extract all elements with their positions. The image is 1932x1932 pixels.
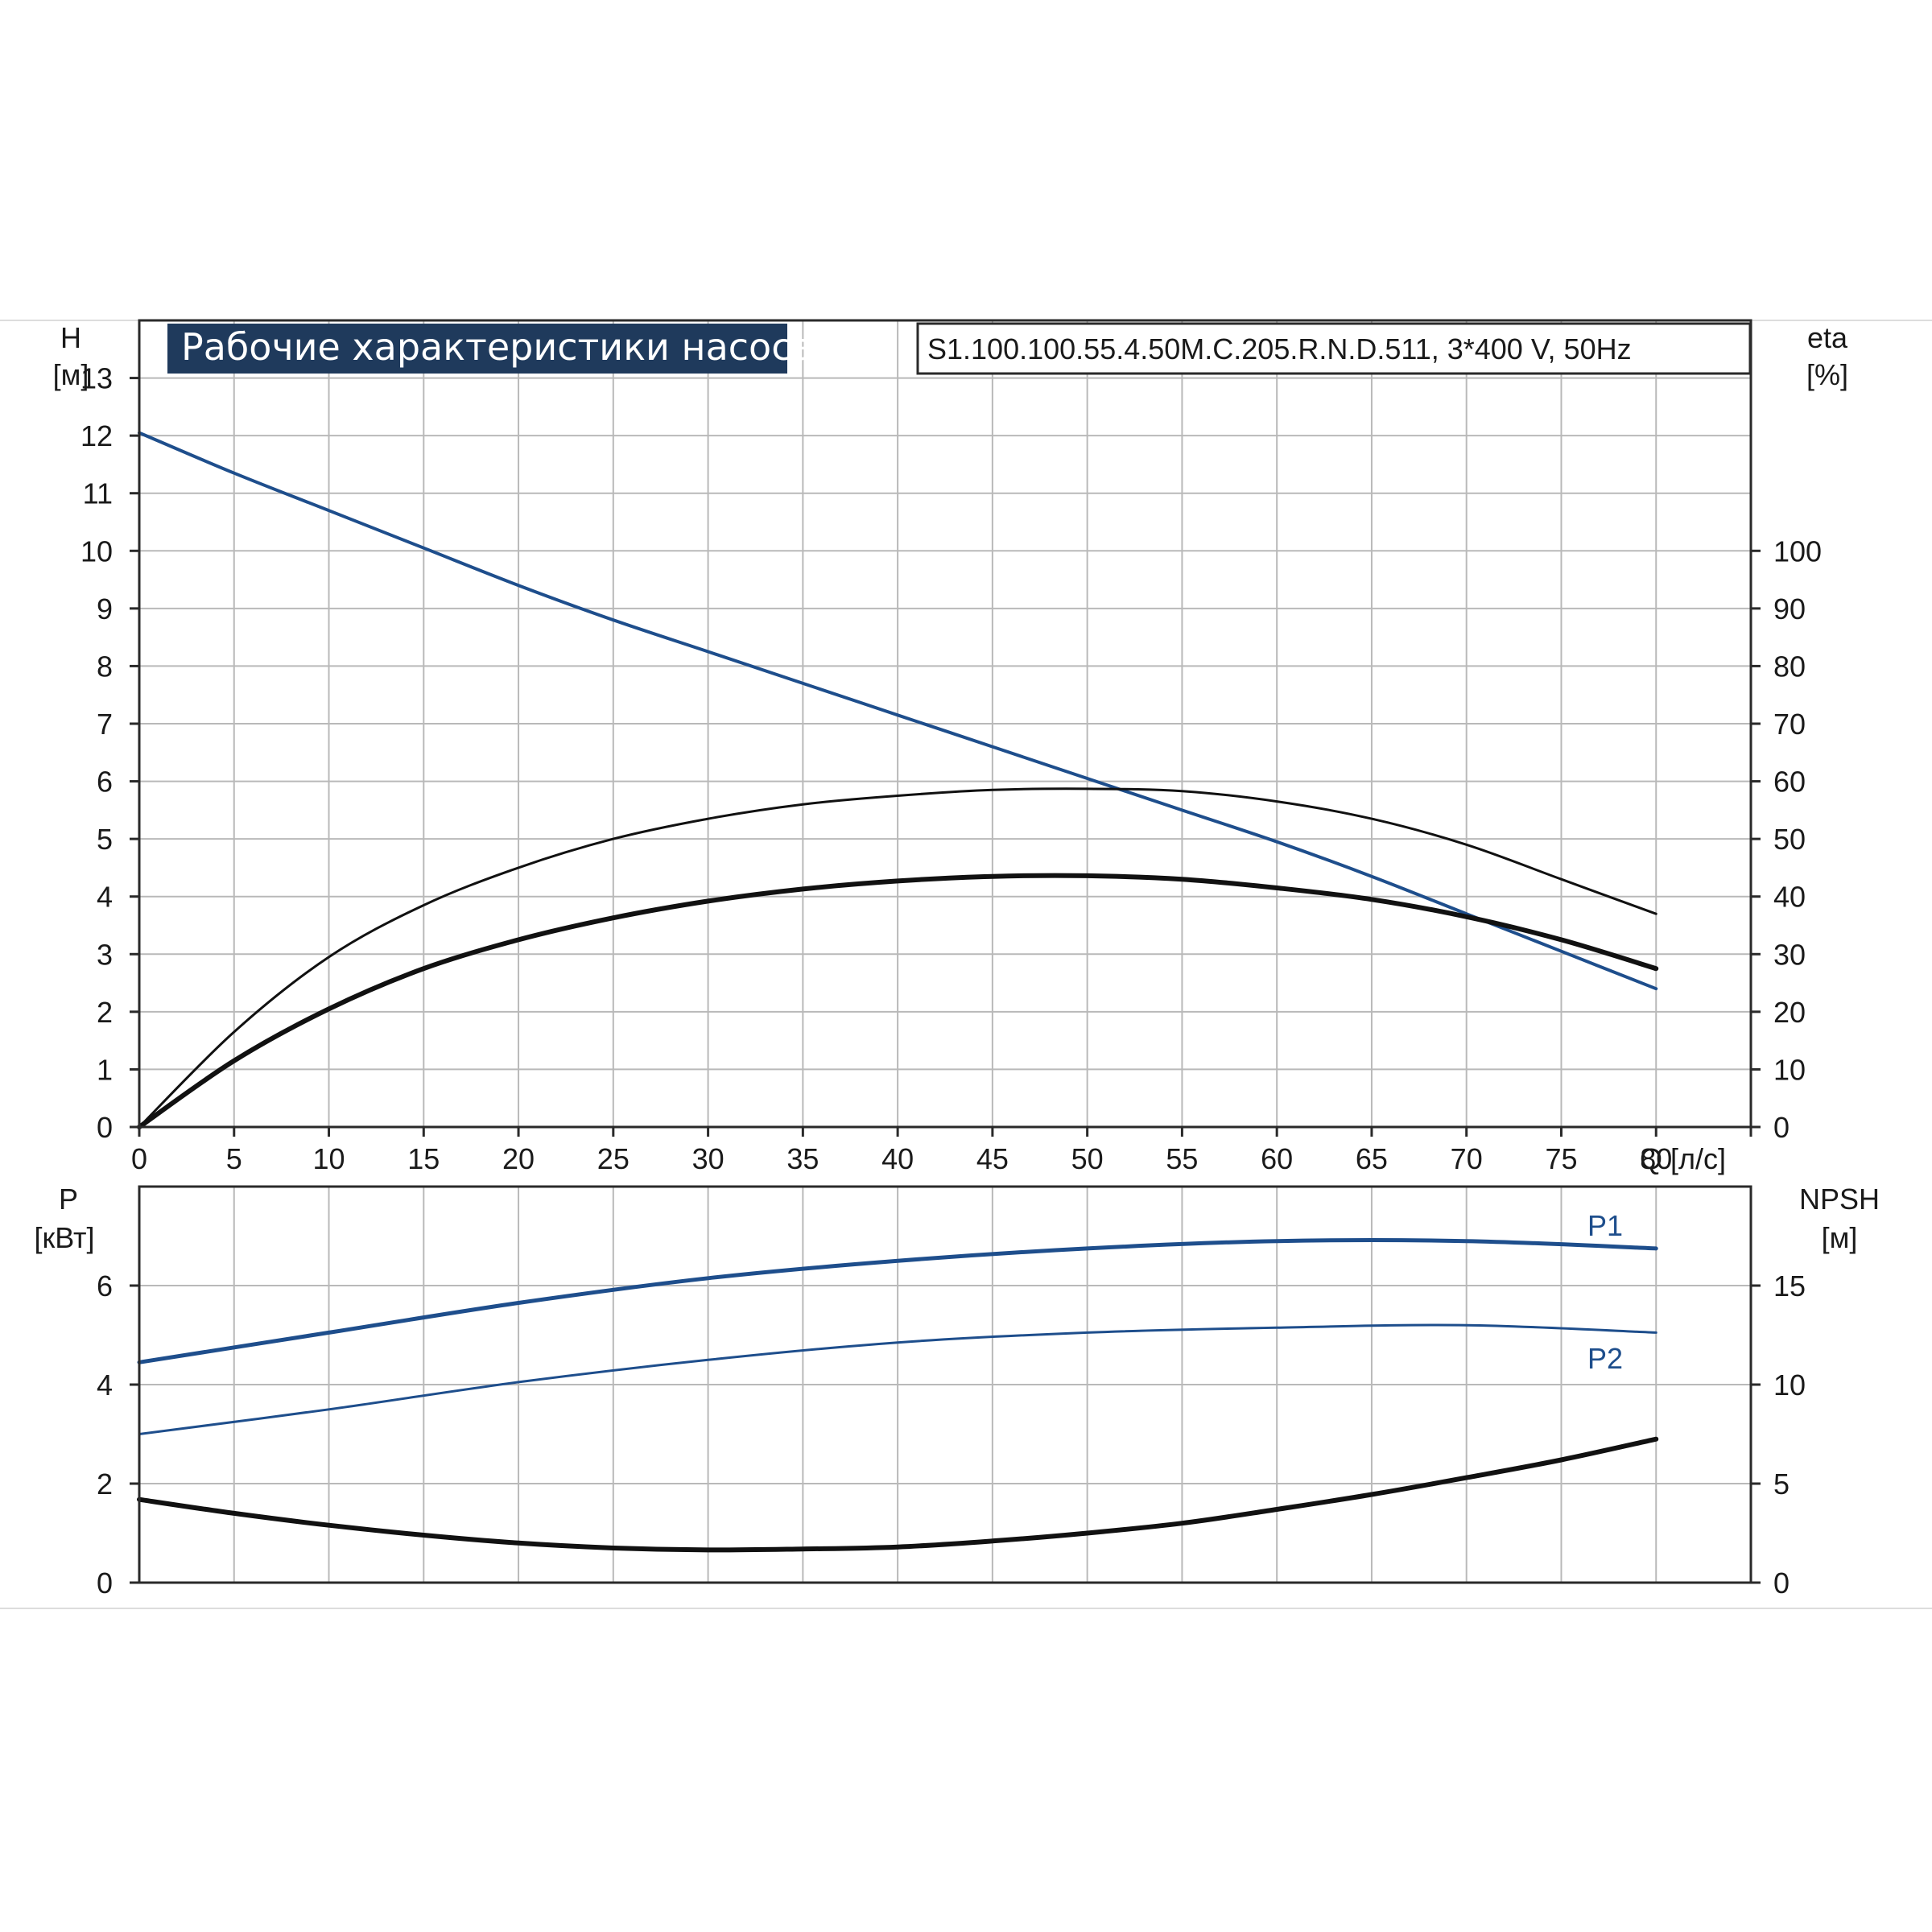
h-tick-label: 2	[97, 996, 113, 1029]
bottom-panel-grid	[139, 1187, 1751, 1583]
q-axis-label: Q [л/с]	[1640, 1142, 1726, 1175]
x-tick-label: 25	[597, 1142, 630, 1175]
eta-tick-label: 0	[1773, 1111, 1790, 1144]
h-tick-label: 4	[97, 881, 113, 914]
efficiency-curve-eta1	[138, 787, 1657, 1129]
eta-tick-label: 90	[1773, 592, 1806, 625]
eta-tick-label: 60	[1773, 766, 1806, 799]
h-tick-label: 13	[80, 362, 113, 395]
chart-title: Рабочие характеристики насоса	[181, 325, 815, 369]
npsh-tick-label: 5	[1773, 1468, 1790, 1501]
h-tick-label: 10	[80, 535, 113, 568]
h-tick-label: 12	[80, 419, 113, 452]
h-tick-label: 7	[97, 708, 113, 741]
p2-power-curve	[138, 1323, 1657, 1435]
p-axis-unit: [кВт]	[34, 1221, 94, 1254]
x-tick-label: 0	[131, 1142, 147, 1175]
x-tick-label: 65	[1356, 1142, 1388, 1175]
eta-tick-label: 70	[1773, 708, 1806, 741]
h-tick-label: 0	[97, 1111, 113, 1144]
model-box	[916, 322, 1752, 375]
x-tick-label: 35	[786, 1142, 819, 1175]
x-tick-label: 40	[881, 1142, 914, 1175]
x-tick-label: 45	[976, 1142, 1009, 1175]
p-tick-label: 4	[97, 1368, 113, 1402]
p-tick-label: 6	[97, 1269, 113, 1302]
x-tick-label: 80	[1640, 1142, 1672, 1175]
h-tick-label: 1	[97, 1053, 113, 1086]
h-tick-label: 11	[83, 477, 113, 510]
head-curve	[138, 431, 1658, 991]
x-tick-label: 20	[502, 1142, 535, 1175]
npsh-tick-label: 10	[1773, 1368, 1806, 1402]
eta-tick-label: 40	[1773, 881, 1806, 914]
npsh-tick-label: 0	[1773, 1567, 1790, 1600]
p2-series-label: P2	[1587, 1342, 1623, 1375]
npsh-axis-unit: [м]	[1822, 1221, 1858, 1254]
p-axis-name: P	[59, 1183, 78, 1216]
h-tick-label: 6	[97, 766, 113, 799]
eta-tick-label: 30	[1773, 938, 1806, 971]
npsh-curve	[137, 1436, 1659, 1553]
x-tick-label: 60	[1261, 1142, 1293, 1175]
chart-title-badge	[167, 324, 787, 374]
x-tick-label: 55	[1166, 1142, 1198, 1175]
eta-tick-label: 10	[1773, 1053, 1806, 1086]
npsh-tick-label: 15	[1773, 1269, 1806, 1302]
x-tick-label: 70	[1451, 1142, 1483, 1175]
eta-tick-label: 100	[1773, 535, 1822, 568]
h-tick-label: 5	[97, 823, 113, 856]
h-tick-label: 8	[97, 650, 113, 683]
p-tick-label: 0	[97, 1567, 113, 1600]
p1-power-curve	[137, 1238, 1658, 1364]
eta-axis-name: eta	[1807, 321, 1848, 354]
x-tick-label: 5	[226, 1142, 242, 1175]
top-panel-ticks: 0 5 10 15 20 25 30 35 40 45 50 55 60 65 70 75 8001234567…	[80, 362, 1822, 1175]
top-panel-grid	[139, 320, 1751, 1127]
bottom-panel-series	[137, 1238, 1659, 1553]
p-tick-label: 2	[97, 1468, 113, 1501]
npsh-axis-name: NPSH	[1799, 1183, 1880, 1216]
h-tick-label: 9	[97, 592, 113, 625]
p1-series-label: P1	[1587, 1209, 1623, 1242]
x-tick-label: 75	[1545, 1142, 1577, 1175]
eta-tick-label: 80	[1773, 650, 1806, 683]
model-designation: S1.100.100.55.4.50M.C.205.R.N.D.511, 3*4…	[927, 332, 1632, 365]
h-axis-name: H	[60, 321, 81, 354]
eta-tick-label: 20	[1773, 996, 1806, 1029]
h-tick-label: 3	[97, 938, 113, 971]
h-axis-unit: [м]	[53, 358, 89, 391]
x-tick-label: 50	[1071, 1142, 1104, 1175]
bottom-panel-ticks: 0 2 4 6 0 5 10 15	[97, 1269, 1806, 1600]
x-tick-label: 30	[692, 1142, 724, 1175]
x-tick-label: 10	[313, 1142, 345, 1175]
top-panel-series	[137, 431, 1659, 1129]
eta-axis-unit: [%]	[1806, 358, 1848, 391]
efficiency-curve-eta2	[137, 873, 1659, 1129]
x-tick-label: 15	[407, 1142, 440, 1175]
eta-tick-label: 50	[1773, 823, 1806, 856]
